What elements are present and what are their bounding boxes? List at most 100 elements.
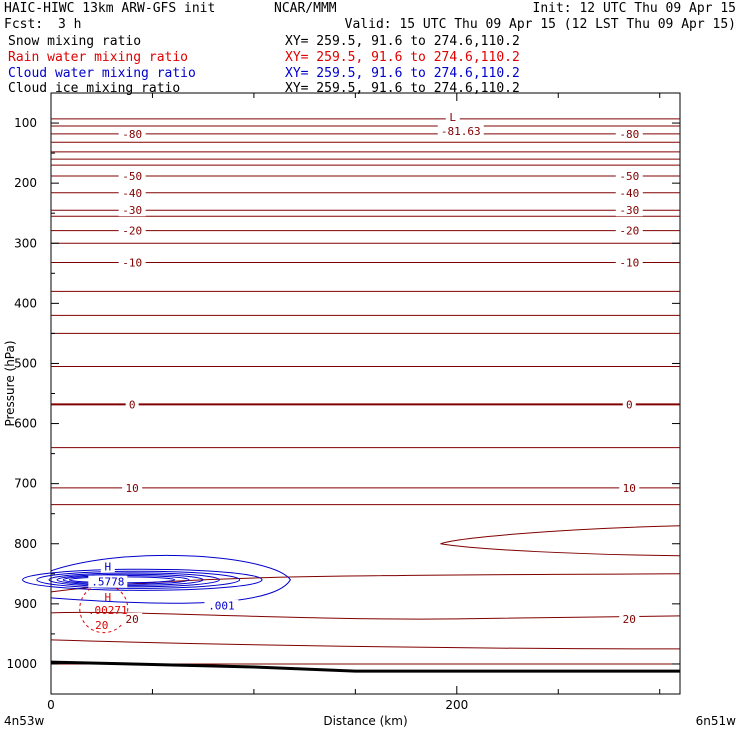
cloud-water-contour: [48, 572, 220, 588]
isotherm-label: -20: [619, 225, 639, 238]
y-tick-label: 800: [14, 537, 37, 551]
contour-label-bg: [619, 612, 640, 625]
contour-label-bg: [615, 169, 643, 182]
isotherm-label: -30: [619, 204, 639, 217]
model-title: HAIC-HIWC 13km ARW-GFS init: [4, 1, 216, 16]
field-snow-name: Snow mixing ratio: [8, 34, 142, 49]
isotherm-label: -10: [619, 256, 639, 269]
y-tick-label: 200: [14, 176, 37, 190]
plot-border: [50, 92, 681, 695]
plot-header: HAIC-HIWC 13km ARW-GFS init NCAR/MMM Ini…: [0, 0, 740, 100]
contour-label-bg: [118, 169, 146, 182]
cloud-water-label: .001: [208, 600, 235, 613]
terrain-line: [50, 660, 680, 673]
x-tick-label: 200: [445, 698, 468, 712]
isotherm-label: -40: [122, 187, 142, 200]
contour-label-bg: [615, 127, 643, 140]
init-time: Init: 12 UTC Thu 09 Apr 15: [532, 1, 737, 16]
contour-labels: -80 -80 -50 -50 -40 -40 -30 -30 -20 -20 -10 -10 0 0 10…: [88, 111, 643, 632]
contour-label-bg: [118, 127, 146, 140]
isotherm-tongue: [440, 525, 681, 545]
isotherm-label: 20: [126, 613, 139, 626]
org-label: NCAR/MMM: [274, 1, 337, 16]
isotherm-label: -80: [619, 128, 639, 141]
isotherm-label: 10: [126, 482, 139, 495]
isotherm-label: -30: [122, 204, 142, 217]
contour-label-bg: [88, 575, 128, 588]
low-marker-value: -81.63: [441, 125, 481, 138]
isotherm-label: -50: [619, 170, 639, 183]
isotherm-label: -80: [122, 128, 142, 141]
contour-label-bg: [615, 204, 643, 217]
high-marker-value: .00271: [88, 604, 128, 617]
field-cloud-water-name: Cloud water mixing ratio: [8, 66, 196, 81]
isotherm-label: -20: [122, 225, 142, 238]
isotherm-label: 10: [623, 482, 636, 495]
rain-label: 20: [95, 619, 108, 632]
x-right-end-label: 6n51w: [696, 714, 737, 728]
contour-label-bg: [445, 111, 460, 124]
contour-label-bg: [622, 398, 636, 411]
contour-label-bg: [118, 224, 146, 237]
isotherm-label: -50: [122, 170, 142, 183]
y-tick-label: 1000: [6, 657, 37, 671]
isotherm-label: 0: [129, 398, 136, 411]
y-axis-title: Pressure (hPa): [3, 340, 17, 426]
contour-label-bg: [615, 256, 643, 269]
cloud-water-contour: [22, 568, 263, 591]
plot-frame: [50, 92, 681, 695]
contour-label-bg: [125, 398, 139, 411]
high-marker: H: [105, 561, 112, 574]
contour-label-bg: [118, 256, 146, 269]
field-rain-name: Rain water mixing ratio: [8, 50, 189, 65]
cloud-water-contour: [56, 573, 204, 586]
isotherm-label: 20: [623, 613, 636, 626]
field-cloud-ice-xy: XY= 259.5, 91.6 to 274.6,110.2: [285, 81, 520, 96]
field-rain-xy: XY= 259.5, 91.6 to 274.6,110.2: [285, 50, 520, 65]
field-snow-xy: XY= 259.5, 91.6 to 274.6,110.2: [285, 34, 520, 49]
terrain-surface: [50, 660, 680, 673]
contour-label-bg: [619, 481, 640, 494]
rain-contour: [79, 584, 129, 634]
forecast-label: Fcst:: [4, 17, 44, 32]
contour-label-bg: [615, 224, 643, 237]
field-cloud-ice-name: Cloud ice mixing ratio: [8, 81, 181, 96]
forecast-hours: 3 h: [58, 17, 82, 32]
y-tick-label: 300: [14, 236, 37, 250]
isotherm-line: [50, 639, 681, 650]
x-tick-label: 0: [47, 698, 55, 712]
contour-label-bg: [118, 186, 146, 199]
y-tick-label: 400: [14, 296, 37, 310]
contour-label-bg: [118, 204, 146, 217]
cloud-water-contours: [22, 554, 292, 604]
isotherm-label: 0: [626, 398, 633, 411]
contour-label-bg: [122, 612, 143, 625]
y-tick-label: 700: [14, 477, 37, 491]
contour-label-bg: [615, 186, 643, 199]
low-marker: L: [449, 111, 456, 124]
isotherm-tongue: [440, 543, 681, 557]
y-tick-label: 900: [14, 597, 37, 611]
contour-label-bg: [122, 481, 143, 494]
cloud-water-contour: [36, 570, 241, 589]
rain-contours: [79, 584, 129, 634]
high-marker-value: .5778: [91, 576, 124, 589]
temperature-contours: [50, 118, 681, 665]
isotherm-label: -40: [619, 187, 639, 200]
contour-label-bg: [100, 560, 115, 573]
contour-label-bg: [437, 125, 484, 138]
isotherm-20: [50, 611, 681, 620]
x-axis-title: Distance (km): [323, 714, 407, 728]
y-tick-label: 500: [14, 356, 37, 370]
y-tick-label: 600: [14, 417, 37, 431]
contour-label-bg: [204, 599, 239, 612]
high-marker: H: [105, 591, 112, 604]
x-left-end-label: 4n53w: [4, 714, 45, 728]
valid-time: Valid: 15 UTC Thu 09 Apr 15 (12 LST Thu …: [344, 17, 736, 32]
y-tick-label: 100: [14, 116, 37, 130]
isotherm-label: -10: [122, 256, 142, 269]
cloud-water-outer: [50, 554, 292, 604]
field-cloud-water-xy: XY= 259.5, 91.6 to 274.6,110.2: [285, 66, 520, 81]
